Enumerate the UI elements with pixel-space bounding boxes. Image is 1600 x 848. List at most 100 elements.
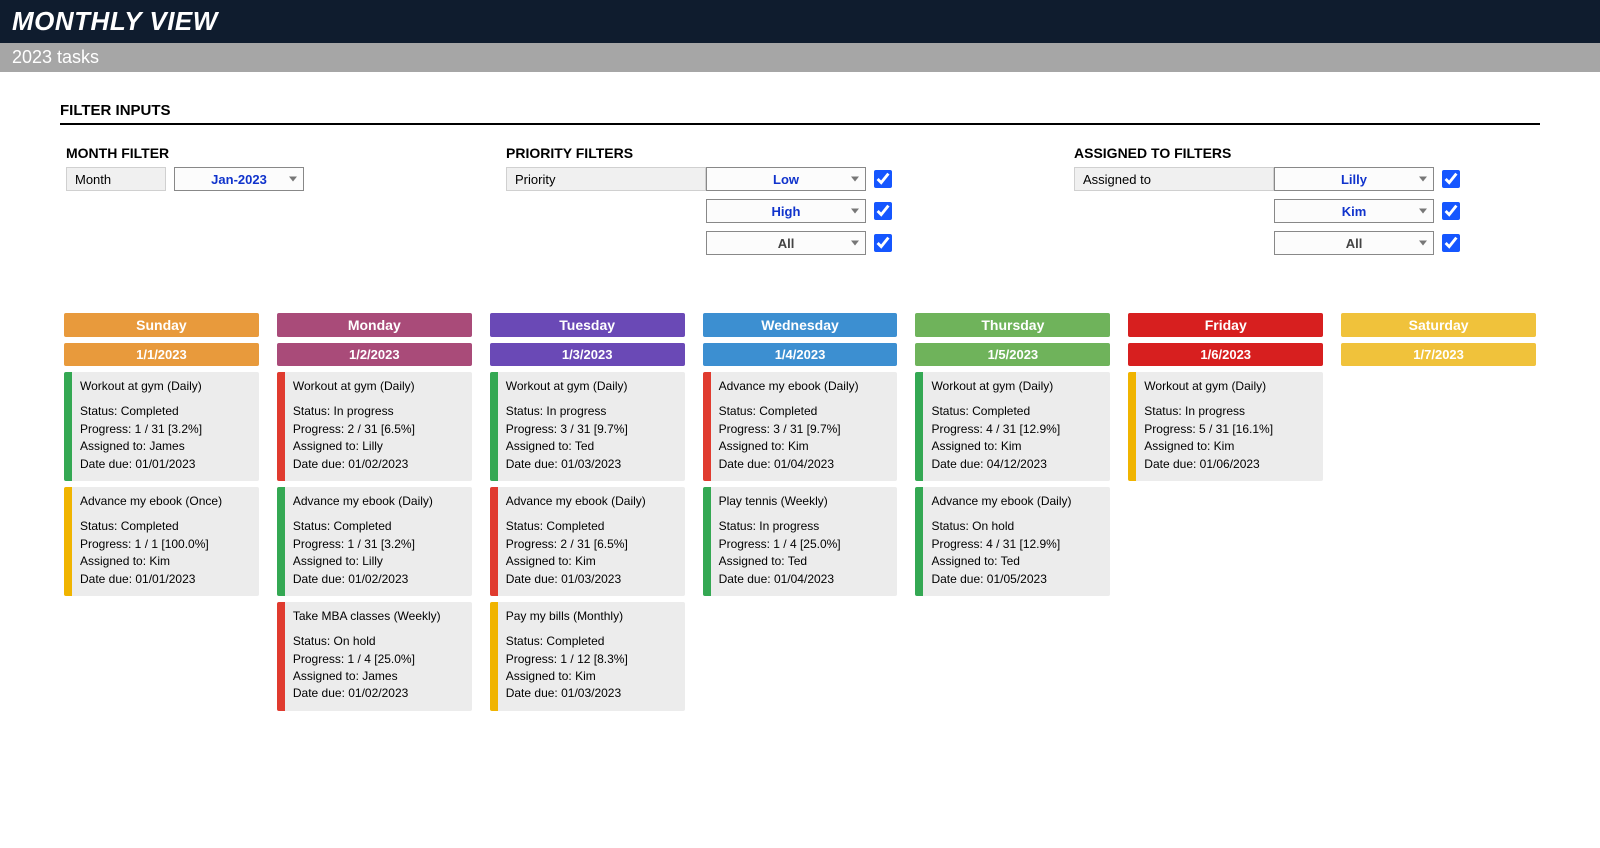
assigned-dropdown-kim[interactable]: Kim — [1274, 199, 1434, 223]
priority-filter-col: PRIORITY FILTERS PriorityLowHighAll — [506, 145, 966, 263]
day-header: Sunday — [64, 313, 259, 337]
task-card[interactable]: Advance my ebook (Once) Status: Completed… — [64, 487, 259, 596]
priority-checkbox-all[interactable] — [874, 234, 892, 252]
task-assigned: Assigned to: Kim — [506, 553, 677, 570]
assigned-checkbox-kim[interactable] — [1442, 202, 1460, 220]
task-title: Workout at gym (Daily) — [931, 378, 1102, 395]
assigned-dropdown-all[interactable]: All — [1274, 231, 1434, 255]
day-column-thursday: Thursday1/5/2023Workout at gym (Daily)St… — [915, 313, 1110, 596]
task-status: Status: Completed — [293, 518, 464, 535]
priority-dropdown-value: Low — [773, 172, 799, 187]
task-title: Advance my ebook (Once) — [80, 493, 251, 510]
task-card[interactable]: Take MBA classes (Weekly) Status: On hold… — [277, 602, 472, 711]
task-card[interactable]: Advance my ebook (Daily) Status: Complete… — [277, 487, 472, 596]
task-assigned: Assigned to: Lilly — [293, 438, 464, 455]
day-column-sunday: Sunday 1/1/2023 Workout at gym (Daily)Stat… — [64, 313, 259, 596]
day-column-saturday: Saturday 1/7/2023 — [1341, 313, 1536, 366]
day-header: Saturday — [1341, 313, 1536, 337]
day-header: Monday — [277, 313, 472, 337]
task-assigned: Assigned to: Kim — [719, 438, 890, 455]
task-progress: Progress: 1 / 4 [25.0%] — [719, 536, 890, 553]
task-assigned: Assigned to: Kim — [80, 553, 251, 570]
task-title: Advance my ebook (Daily) — [293, 493, 464, 510]
day-column-monday: Monday1/2/2023Workout at gym (Daily)Stat… — [277, 313, 472, 711]
filters-row: MONTH FILTER Month Jan-2023 PRIORITY FIL… — [66, 145, 1534, 263]
task-due: Date due: 01/03/2023 — [506, 685, 677, 702]
task-card[interactable]: Advance my ebook (Daily)Status: Complete… — [490, 487, 685, 596]
day-header: Wednesday — [703, 313, 898, 337]
task-title: Workout at gym (Daily) — [506, 378, 677, 395]
task-status: Status: Completed — [80, 518, 251, 535]
assigned-checkbox-all[interactable] — [1442, 234, 1460, 252]
day-column-tuesday: Tuesday1/3/2023Workout at gym (Daily)Sta… — [490, 313, 685, 711]
task-status: Status: Completed — [80, 403, 251, 420]
task-due: Date due: 01/03/2023 — [506, 571, 677, 588]
task-assigned: Assigned to: Ted — [931, 553, 1102, 570]
task-progress: Progress: 1 / 31 [3.2%] — [293, 536, 464, 553]
task-card[interactable]: Workout at gym (Daily)Status: CompletedP… — [64, 372, 259, 481]
priority-checkbox-high[interactable] — [874, 202, 892, 220]
day-date: 1/3/2023 — [490, 343, 685, 366]
task-progress: Progress: 4 / 31 [12.9%] — [931, 536, 1102, 553]
assigned-filter-label: Assigned to — [1074, 167, 1274, 191]
task-due: Date due: 01/03/2023 — [506, 456, 677, 473]
task-assigned: Assigned to: Ted — [506, 438, 677, 455]
priority-filter-title: PRIORITY FILTERS — [506, 145, 966, 161]
day-date: 1/7/2023 — [1341, 343, 1536, 366]
task-status: Status: Completed — [506, 518, 677, 535]
priority-dropdown-low[interactable]: Low — [706, 167, 866, 191]
task-progress: Progress: 4 / 31 [12.9%] — [931, 421, 1102, 438]
assigned-dropdown-value: Lilly — [1341, 172, 1367, 187]
task-card[interactable]: Workout at gym (Daily)Status: In progres… — [277, 372, 472, 481]
month-dropdown[interactable]: Jan-2023 — [174, 167, 304, 191]
month-filter-title: MONTH FILTER — [66, 145, 446, 161]
task-progress: Progress: 2 / 31 [6.5%] — [506, 536, 677, 553]
month-filter-col: MONTH FILTER Month Jan-2023 — [66, 145, 446, 263]
calendar-grid: Sunday 1/1/2023 Workout at gym (Daily) Stat… — [64, 313, 1536, 711]
task-title: Advance my ebook (Daily) — [931, 493, 1102, 510]
month-filter-label: Month — [66, 167, 166, 191]
task-card[interactable]: Workout at gym (Daily)Status: In progres… — [1128, 372, 1323, 481]
task-status: Status: On hold — [293, 633, 464, 650]
task-card[interactable]: Pay my bills (Monthly)Status: CompletedP… — [490, 602, 685, 711]
day-date: 1/1/2023 — [64, 343, 259, 366]
task-title: Pay my bills (Monthly) — [506, 608, 677, 625]
priority-checkbox-low[interactable] — [874, 170, 892, 188]
task-progress: Progress: 1 / 12 [8.3%] — [506, 651, 677, 668]
assigned-filter-title: ASSIGNED TO FILTERS — [1074, 145, 1534, 161]
task-due: Date due: 01/04/2023 — [719, 571, 890, 588]
chevron-down-icon — [851, 177, 859, 182]
filter-inputs-heading: FILTER INPUTS — [60, 102, 1540, 125]
task-title: Take MBA classes (Weekly) — [293, 608, 464, 625]
task-card[interactable]: Workout at gym (Daily) Status: In progres… — [490, 372, 685, 481]
page-subtitle: 2023 tasks — [12, 47, 99, 67]
priority-dropdown-high[interactable]: High — [706, 199, 866, 223]
page-title: MONTHLY VIEW — [12, 6, 218, 36]
task-due: Date due: 01/02/2023 — [293, 685, 464, 702]
task-card[interactable]: Advance my ebook (Daily)Status: Complete… — [703, 372, 898, 481]
day-date: 1/4/2023 — [703, 343, 898, 366]
task-card[interactable]: Advance my ebook (Daily)Status: On holdP… — [915, 487, 1110, 596]
task-assigned: Assigned to: Lilly — [293, 553, 464, 570]
task-card[interactable]: Play tennis (Weekly)Status: In progressP… — [703, 487, 898, 596]
assigned-dropdown-lilly[interactable]: Lilly — [1274, 167, 1434, 191]
task-progress: Progress: 1 / 4 [25.0%] — [293, 651, 464, 668]
month-filter-label-text: Month — [75, 172, 111, 187]
chevron-down-icon — [851, 241, 859, 246]
task-status: Status: In progress — [506, 403, 677, 420]
task-progress: Progress: 3 / 31 [9.7%] — [719, 421, 890, 438]
task-assigned: Assigned to: James — [293, 668, 464, 685]
assigned-checkbox-lilly[interactable] — [1442, 170, 1460, 188]
task-status: Status: Completed — [931, 403, 1102, 420]
day-column-wednesday: Wednesday 1/4/2023 Advance my ebook (Daily… — [703, 313, 898, 596]
task-title: Workout at gym (Daily) — [293, 378, 464, 395]
task-status: Status: In progress — [1144, 403, 1315, 420]
priority-dropdown-value: All — [778, 236, 795, 251]
chevron-down-icon — [1419, 177, 1427, 182]
task-progress: Progress: 1 / 1 [100.0%] — [80, 536, 251, 553]
priority-dropdown-all[interactable]: All — [706, 231, 866, 255]
task-status: Status: Completed — [719, 403, 890, 420]
task-status: Status: In progress — [719, 518, 890, 535]
assigned-dropdown-value: All — [1346, 236, 1363, 251]
task-card[interactable]: Workout at gym (Daily) Status: CompletedP… — [915, 372, 1110, 481]
